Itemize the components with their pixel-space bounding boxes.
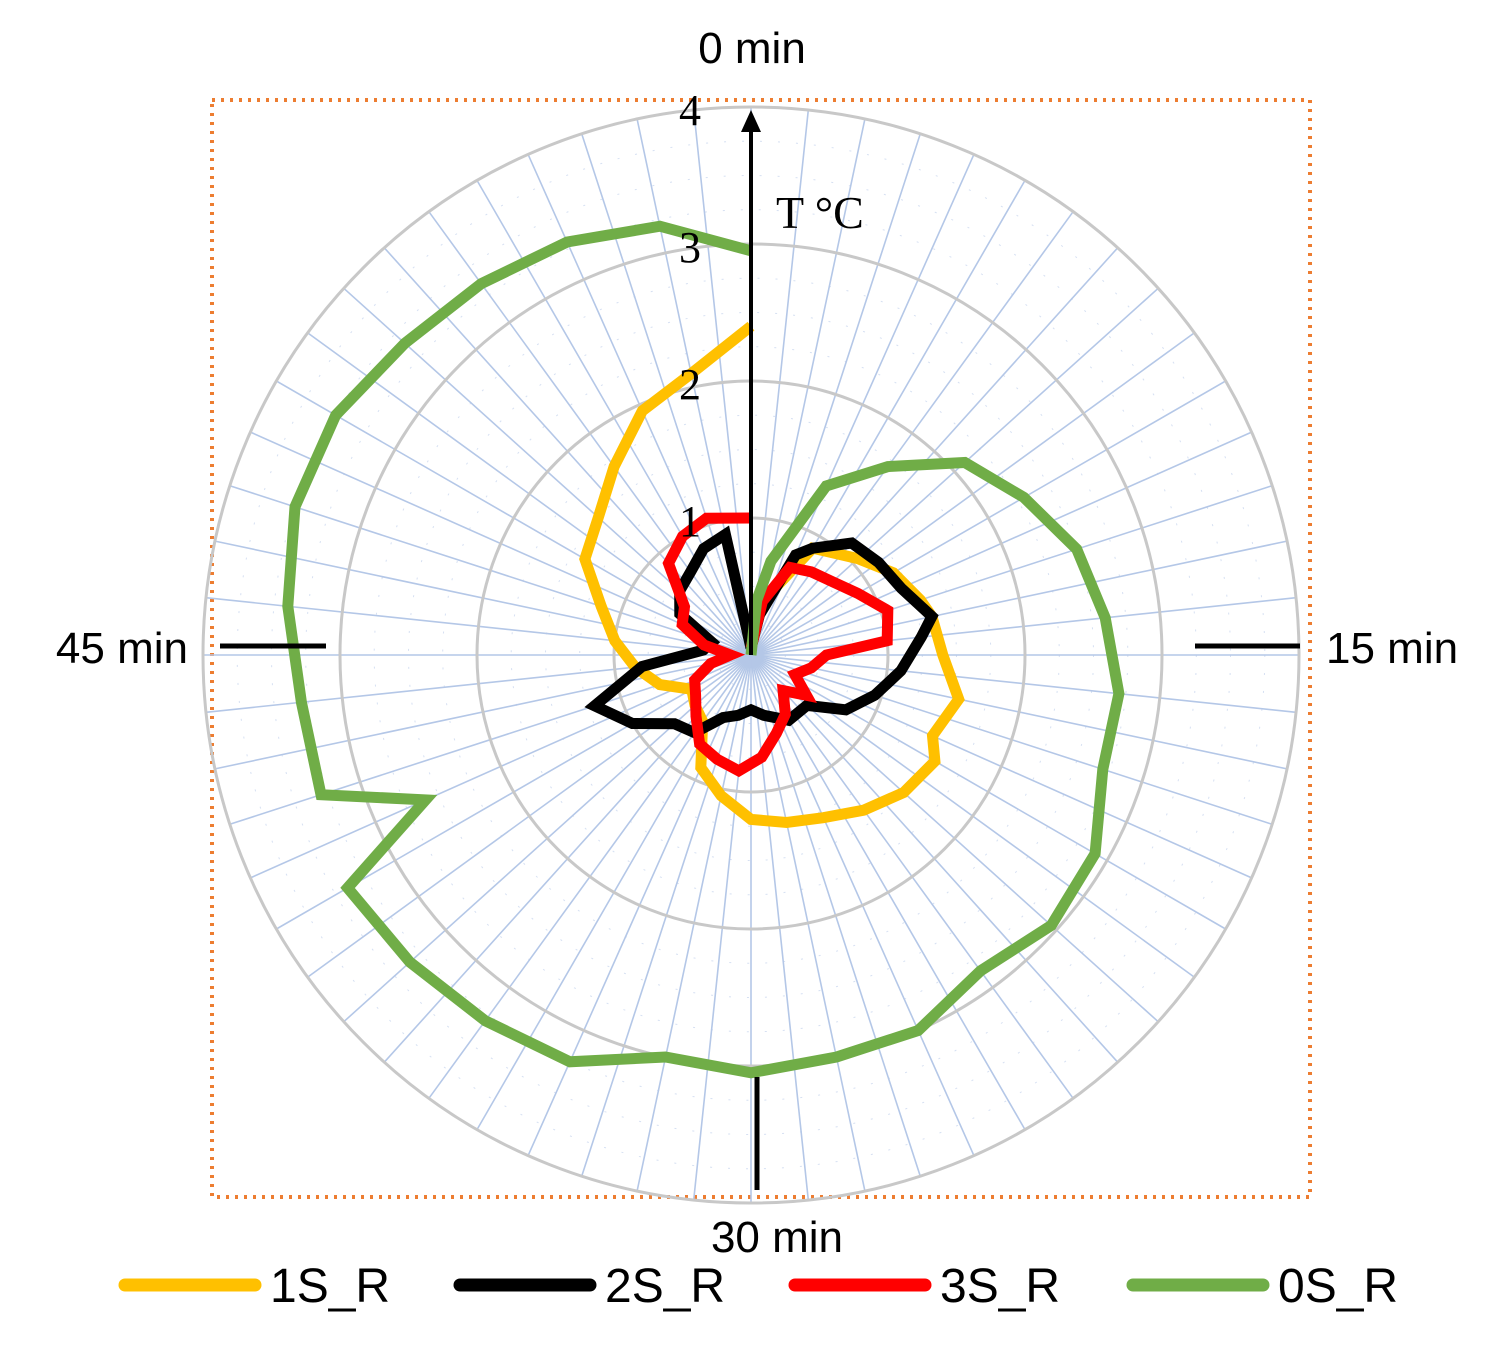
series-line-0s-r bbox=[282, 220, 1125, 1079]
time-label-left: 45 min bbox=[56, 624, 188, 673]
time-label-top: 0 min bbox=[698, 24, 806, 73]
time-label-bottom: 30 min bbox=[711, 1213, 843, 1262]
radial-tick-label: 3 bbox=[679, 223, 701, 272]
radial-tick-label: 4 bbox=[679, 86, 701, 135]
minor-ring bbox=[579, 483, 923, 827]
legend-label: 2S_R bbox=[605, 1260, 725, 1313]
series-line-3s-r bbox=[662, 512, 894, 778]
legend-label: 3S_R bbox=[940, 1260, 1060, 1313]
radial-axis-arrowhead bbox=[741, 110, 761, 132]
plot-frame bbox=[210, 98, 1312, 1199]
minor-ring bbox=[408, 312, 1094, 998]
minor-ring bbox=[271, 175, 1231, 1135]
series-layer bbox=[282, 220, 1125, 1079]
major-ring bbox=[201, 105, 1301, 1205]
time-label-right: 15 min bbox=[1326, 624, 1458, 673]
minor-ring bbox=[716, 620, 786, 690]
minor-ring bbox=[442, 346, 1060, 964]
radial-tick-labels: 1 2 3 4 bbox=[679, 86, 701, 546]
legend-label: 0S_R bbox=[1278, 1260, 1398, 1313]
radial-tick-label: 1 bbox=[679, 497, 701, 546]
minor-ring bbox=[647, 551, 855, 759]
minor-ring bbox=[373, 277, 1129, 1033]
legend-label: 1S_R bbox=[270, 1260, 390, 1313]
minor-ring bbox=[545, 449, 957, 861]
minor-ring bbox=[305, 209, 1197, 1101]
radial-tick-label: 2 bbox=[679, 360, 701, 409]
legend: 1S_R 2S_R 3S_R 0S_R bbox=[118, 1260, 1398, 1313]
minor-ring bbox=[236, 140, 1266, 1170]
radial-axis-label: T °C bbox=[776, 187, 864, 238]
